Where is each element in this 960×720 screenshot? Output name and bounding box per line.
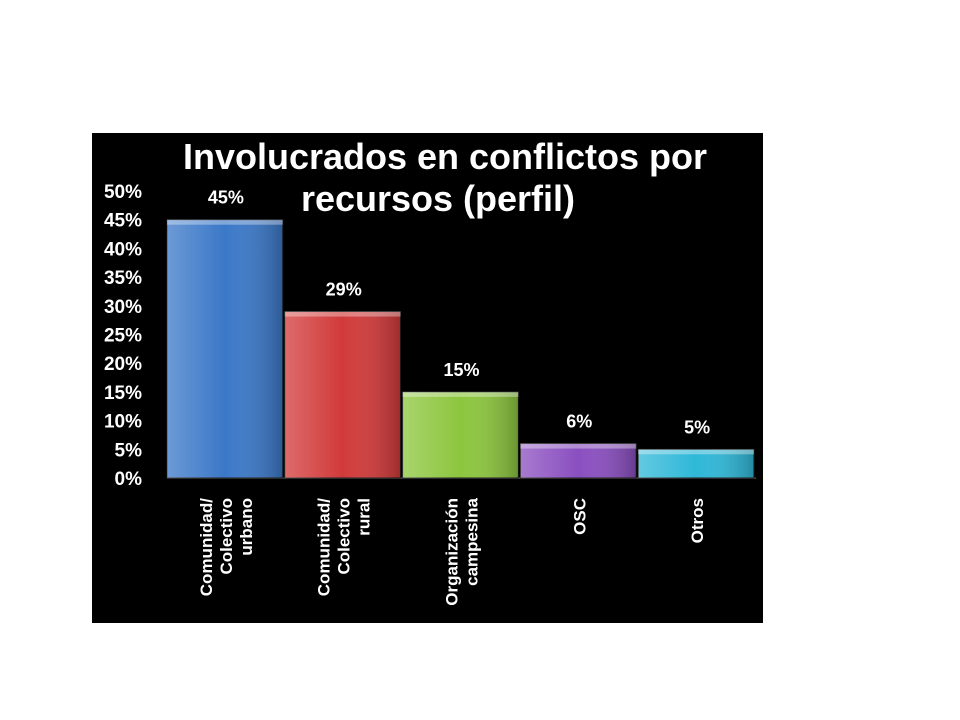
category-label-line: campesina [463, 497, 482, 585]
category-label: Otros [688, 498, 707, 543]
category-label-line: OSC [570, 498, 589, 535]
category-label: Comunidad/Colectivo urbano [197, 498, 256, 596]
bar-gloss [402, 391, 519, 478]
y-tick-label: 10% [104, 412, 142, 433]
y-tick-label: 20% [104, 354, 142, 375]
bar-gloss [284, 311, 401, 478]
data-label: 45% [208, 188, 244, 208]
bar-gloss [638, 449, 754, 478]
chart-title-line: Involucrados en conflictos por [183, 136, 707, 177]
bar-top-bevel [638, 449, 754, 455]
y-tick-label: 15% [104, 383, 142, 404]
category-label: OSC [570, 498, 589, 535]
bar-top-bevel [284, 311, 401, 317]
bar-top-bevel [167, 219, 283, 225]
y-tick-label: 50% [104, 182, 142, 203]
bar-top-bevel [402, 391, 519, 397]
data-label: 6% [566, 412, 592, 432]
chart-title-line: recursos (perfil) [301, 178, 575, 219]
y-tick-label: 45% [104, 211, 142, 232]
y-tick-label: 35% [104, 268, 142, 289]
data-label: 15% [443, 360, 479, 380]
category-label: Organización campesina [443, 497, 482, 605]
chart-panel: Involucrados en conflictos por recursos (… [92, 133, 763, 623]
category-label-line: rural [355, 498, 374, 536]
category-label-line: Colectivo [217, 498, 236, 575]
bar-gloss [167, 219, 283, 478]
y-tick-label: 40% [104, 239, 142, 260]
y-tick-label: 5% [115, 440, 143, 461]
y-tick-label: 30% [104, 297, 142, 318]
bar-gloss [520, 443, 637, 478]
category-label-line: Comunidad/ [315, 498, 334, 596]
bar-top-bevel [520, 443, 637, 449]
category-label-line: Comunidad/ [197, 498, 216, 596]
data-label: 29% [326, 280, 362, 300]
category-label-line: Organización [443, 498, 462, 606]
y-tick-label: 0% [115, 469, 143, 490]
y-tick-label: 25% [104, 326, 142, 347]
category-label-line: Colectivo [335, 498, 354, 575]
data-label: 5% [684, 417, 710, 437]
category-label: Comunidad/Colectivo rural [315, 498, 374, 596]
category-label-line: urbano [237, 498, 256, 556]
category-label-line: Otros [688, 498, 707, 543]
